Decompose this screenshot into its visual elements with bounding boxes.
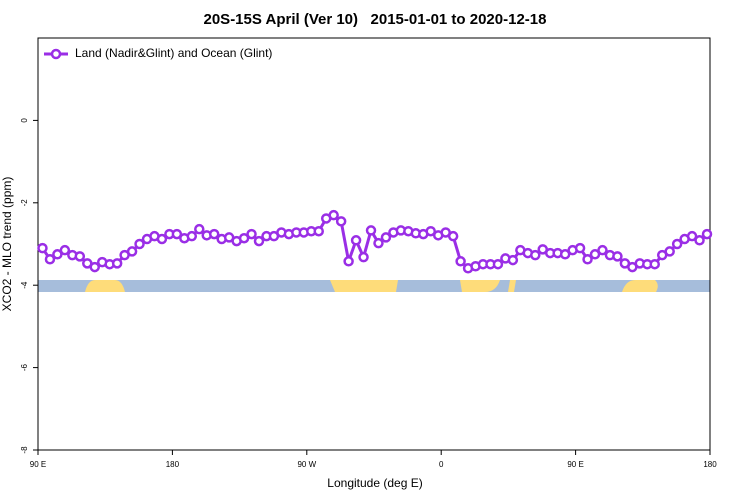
y-tick-label: -8 — [20, 446, 29, 454]
data-point — [507, 254, 519, 266]
data-point — [59, 244, 71, 256]
y-tick-label: -4 — [20, 281, 29, 289]
data-point — [52, 249, 63, 260]
land-patch — [85, 280, 125, 292]
data-point — [208, 228, 220, 240]
data-point — [373, 237, 384, 249]
data-point — [447, 230, 459, 242]
data-point — [597, 244, 608, 256]
x-tick-label: 0 — [439, 460, 444, 469]
data-point — [701, 228, 713, 240]
chart-title: 20S-15S April (Ver 10) 2015-01-01 to 202… — [204, 11, 547, 28]
x-tick-label: 180 — [703, 460, 717, 469]
data-point — [335, 216, 347, 227]
land-patch — [622, 280, 658, 292]
data-point — [194, 223, 205, 235]
y-axis-label: XCO2 - MLO trend (ppm) — [0, 177, 14, 312]
data-point — [664, 246, 675, 257]
data-point — [582, 253, 593, 265]
data-point — [589, 249, 601, 260]
data-point — [343, 256, 354, 267]
data-point — [89, 261, 100, 273]
data-point — [313, 225, 324, 237]
data-point — [649, 258, 660, 270]
data-point — [380, 232, 392, 243]
y-tick-label: -6 — [20, 363, 29, 371]
data-point — [559, 249, 571, 260]
data-point — [530, 249, 541, 261]
data-point — [455, 256, 466, 267]
data-point — [246, 228, 257, 240]
x-axis-label: Longitude (deg E) — [327, 476, 422, 490]
data-point — [253, 235, 265, 247]
data-point — [74, 251, 86, 262]
data-point — [686, 230, 698, 242]
land-patch — [330, 280, 398, 292]
land-patch — [508, 280, 516, 292]
plot-frame — [37, 37, 711, 451]
y-tick-label: 0 — [20, 118, 29, 123]
data-point — [365, 225, 377, 236]
land-patch — [460, 280, 500, 292]
data-point — [694, 235, 705, 246]
data-point — [425, 225, 436, 237]
data-point — [358, 251, 369, 263]
y-tick-label: -2 — [20, 199, 29, 207]
legend-label: Land (Nadir&Glint) and Ocean (Glint) — [75, 46, 272, 60]
data-point — [111, 258, 123, 269]
data-point — [156, 233, 168, 245]
data-point — [671, 238, 683, 250]
data-point — [37, 242, 48, 254]
data-point — [44, 253, 56, 265]
data-point — [328, 209, 339, 221]
data-point — [574, 242, 586, 254]
data-point — [171, 228, 183, 240]
x-tick-label: 90 W — [297, 460, 316, 469]
surface-strip — [38, 280, 710, 292]
legend-marker — [50, 48, 62, 60]
data-point — [350, 235, 362, 246]
data-point — [492, 258, 504, 270]
data-point — [612, 251, 623, 262]
data-point — [186, 230, 198, 242]
data-point — [238, 232, 250, 244]
x-tick-label: 180 — [166, 460, 180, 469]
legend: Land (Nadir&Glint) and Ocean (Glint) — [44, 46, 272, 60]
data-point — [126, 246, 138, 257]
data-point — [134, 238, 145, 250]
x-tick-label: 90 E — [30, 460, 46, 469]
x-tick-label: 90 E — [567, 460, 583, 469]
